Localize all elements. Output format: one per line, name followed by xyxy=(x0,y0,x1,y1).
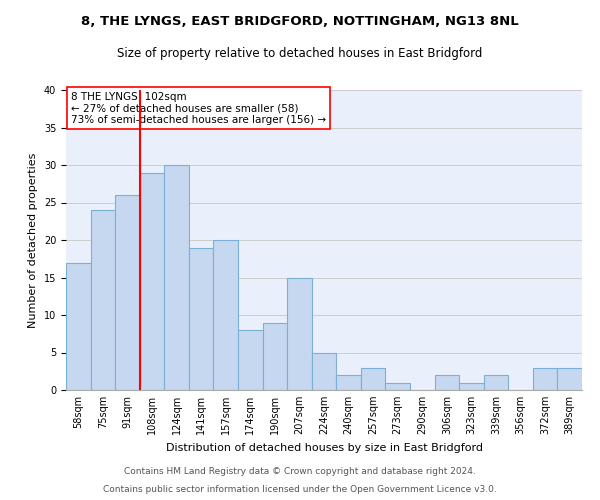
X-axis label: Distribution of detached houses by size in East Bridgford: Distribution of detached houses by size … xyxy=(166,442,482,452)
Bar xyxy=(263,322,287,390)
Bar xyxy=(91,210,115,390)
Bar xyxy=(336,375,361,390)
Text: Contains public sector information licensed under the Open Government Licence v3: Contains public sector information licen… xyxy=(103,485,497,494)
Bar xyxy=(238,330,263,390)
Bar xyxy=(434,375,459,390)
Bar xyxy=(189,248,214,390)
Bar xyxy=(214,240,238,390)
Bar xyxy=(287,278,312,390)
Bar xyxy=(484,375,508,390)
Bar xyxy=(115,195,140,390)
Y-axis label: Number of detached properties: Number of detached properties xyxy=(28,152,38,328)
Bar xyxy=(557,368,582,390)
Bar xyxy=(164,165,189,390)
Text: Contains HM Land Registry data © Crown copyright and database right 2024.: Contains HM Land Registry data © Crown c… xyxy=(124,467,476,476)
Bar xyxy=(312,352,336,390)
Text: 8, THE LYNGS, EAST BRIDGFORD, NOTTINGHAM, NG13 8NL: 8, THE LYNGS, EAST BRIDGFORD, NOTTINGHAM… xyxy=(81,15,519,28)
Bar xyxy=(533,368,557,390)
Text: 8 THE LYNGS: 102sqm
← 27% of detached houses are smaller (58)
73% of semi-detach: 8 THE LYNGS: 102sqm ← 27% of detached ho… xyxy=(71,92,326,124)
Bar xyxy=(459,382,484,390)
Bar xyxy=(66,262,91,390)
Bar xyxy=(361,368,385,390)
Bar xyxy=(385,382,410,390)
Bar xyxy=(140,172,164,390)
Text: Size of property relative to detached houses in East Bridgford: Size of property relative to detached ho… xyxy=(118,48,482,60)
